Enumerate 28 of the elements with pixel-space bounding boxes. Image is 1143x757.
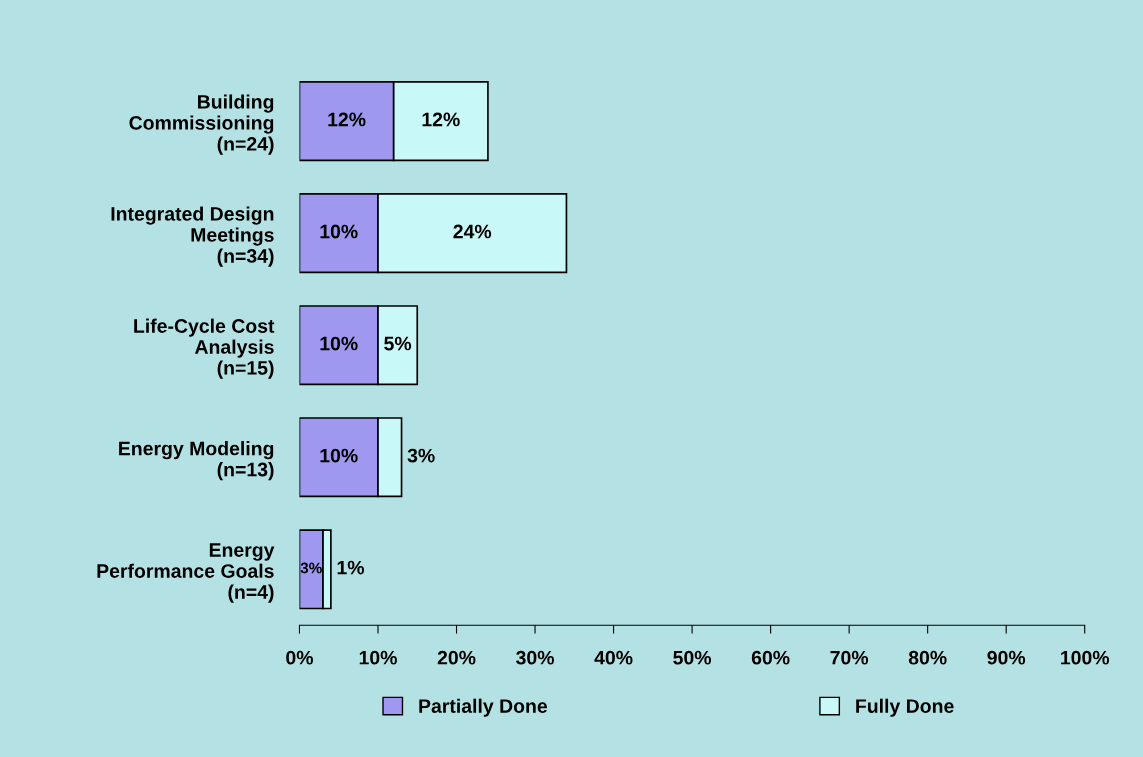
- x-tick-label: 60%: [751, 650, 790, 665]
- data-label: 1%: [337, 560, 365, 575]
- x-tick-label: 100%: [1061, 650, 1110, 665]
- x-tick-label: 20%: [437, 650, 476, 665]
- x-tick-label: 30%: [516, 650, 554, 665]
- x-tick-label: 90%: [987, 650, 1026, 665]
- data-label: 24%: [453, 224, 492, 239]
- data-label: 12%: [422, 112, 460, 127]
- x-tick-label: 80%: [908, 650, 947, 665]
- y-tick-label: Life-Cycle Cost Analysis (n=15): [134, 318, 275, 379]
- legend-label: Fully Done: [856, 698, 954, 717]
- x-tick-label: 0%: [286, 650, 314, 665]
- data-label: 5%: [384, 336, 412, 351]
- x-tick-label: 40%: [594, 650, 633, 665]
- y-tick-label: Integrated Design Meetings (n=34): [111, 206, 274, 267]
- x-tick-label: 70%: [830, 650, 869, 665]
- y-tick-label: Energy Performance Goals (n=4): [97, 543, 275, 603]
- data-label: 10%: [320, 224, 358, 239]
- x-tick-label: 10%: [359, 650, 397, 665]
- y-tick-label: Energy Modeling (n=13): [119, 441, 274, 481]
- y-tick-label: Building Commissioning (n=24): [129, 94, 274, 155]
- data-label: 3%: [407, 448, 435, 463]
- data-label: 3%: [300, 562, 322, 574]
- data-label: 10%: [320, 448, 358, 463]
- legend-label: Partially Done: [419, 698, 548, 717]
- x-tick-label: 50%: [673, 650, 712, 665]
- data-label: 12%: [328, 112, 366, 127]
- data-label: 10%: [320, 336, 358, 351]
